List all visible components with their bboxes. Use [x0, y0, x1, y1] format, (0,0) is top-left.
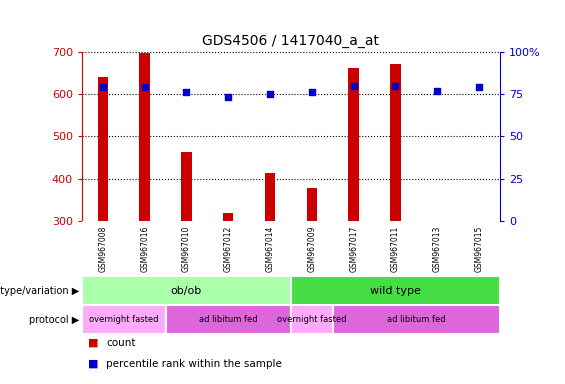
Text: ad libitum fed: ad libitum fed	[387, 315, 446, 324]
Bar	[82, 276, 291, 305]
Bar	[140, 53, 150, 221]
Text: GSM967014: GSM967014	[266, 225, 275, 271]
Bar	[223, 213, 233, 221]
Bar	[349, 68, 359, 221]
Text: wild type: wild type	[370, 286, 421, 296]
Bar	[166, 305, 291, 334]
Text: ■: ■	[88, 359, 98, 369]
Text: GSM967013: GSM967013	[433, 225, 442, 271]
Bar	[291, 305, 333, 334]
Point	[391, 83, 400, 89]
Title: GDS4506 / 1417040_a_at: GDS4506 / 1417040_a_at	[202, 34, 380, 48]
Point	[307, 89, 316, 96]
Text: GSM967016: GSM967016	[140, 225, 149, 271]
Text: percentile rank within the sample: percentile rank within the sample	[106, 359, 282, 369]
Bar	[291, 276, 500, 305]
Point	[349, 83, 358, 89]
Bar	[181, 152, 192, 221]
Bar	[307, 188, 317, 221]
Bar	[333, 305, 500, 334]
Bar	[98, 77, 108, 221]
Text: ad libitum fed: ad libitum fed	[199, 315, 258, 324]
Text: overnight fasted: overnight fasted	[89, 315, 159, 324]
Text: GSM967015: GSM967015	[475, 225, 484, 271]
Text: GSM967017: GSM967017	[349, 225, 358, 271]
Point	[140, 84, 149, 90]
Text: GSM967010: GSM967010	[182, 225, 191, 271]
Point	[182, 89, 191, 96]
Point	[433, 88, 442, 94]
Text: GSM967009: GSM967009	[307, 225, 316, 272]
Text: count: count	[106, 338, 136, 348]
Text: genotype/variation ▶: genotype/variation ▶	[0, 286, 79, 296]
Bar	[265, 174, 275, 221]
Text: GSM967008: GSM967008	[98, 225, 107, 271]
Text: GSM967011: GSM967011	[391, 225, 400, 271]
Point	[98, 84, 107, 90]
Point	[266, 91, 275, 97]
Point	[224, 94, 233, 101]
Bar	[390, 64, 401, 221]
Text: GSM967012: GSM967012	[224, 225, 233, 271]
Point	[475, 84, 484, 90]
Text: overnight fasted: overnight fasted	[277, 315, 347, 324]
Text: ■: ■	[88, 338, 98, 348]
Bar	[82, 305, 166, 334]
Text: ob/ob: ob/ob	[171, 286, 202, 296]
Text: protocol ▶: protocol ▶	[29, 314, 79, 325]
